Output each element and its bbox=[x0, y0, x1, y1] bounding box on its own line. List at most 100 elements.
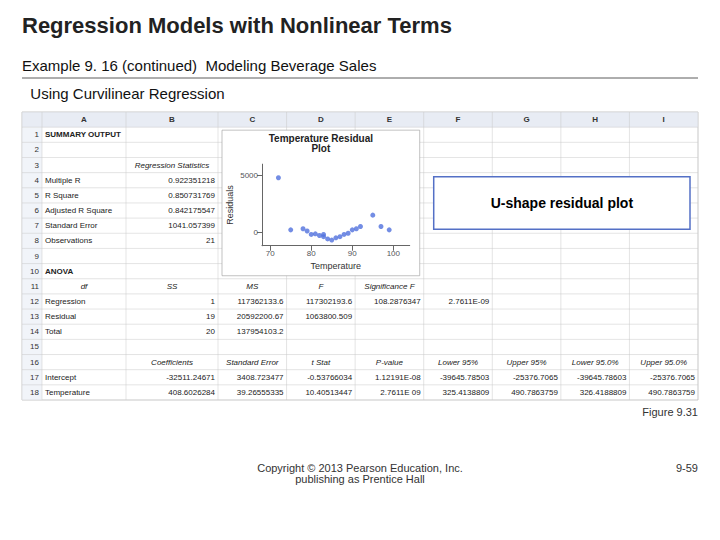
svg-text:117362133.6: 117362133.6 bbox=[237, 297, 284, 306]
svg-text:3408.723477: 3408.723477 bbox=[237, 373, 284, 382]
svg-text:6: 6 bbox=[35, 206, 40, 215]
svg-text:-32511.24671: -32511.24671 bbox=[166, 373, 215, 382]
svg-text:Multiple R: Multiple R bbox=[45, 176, 81, 185]
svg-text:21: 21 bbox=[206, 236, 215, 245]
svg-text:490.7863759: 490.7863759 bbox=[511, 388, 558, 397]
svg-text:2: 2 bbox=[35, 145, 40, 154]
svg-text:10: 10 bbox=[30, 267, 39, 276]
svg-text:-0.53766034: -0.53766034 bbox=[307, 373, 352, 382]
svg-text:326.4188809: 326.4188809 bbox=[580, 388, 627, 397]
svg-text:1: 1 bbox=[211, 297, 216, 306]
svg-text:19: 19 bbox=[206, 312, 215, 321]
svg-text:70: 70 bbox=[266, 249, 275, 258]
svg-text:20: 20 bbox=[206, 327, 215, 336]
svg-text:20592200.67: 20592200.67 bbox=[237, 312, 284, 321]
svg-text:100: 100 bbox=[387, 249, 401, 258]
svg-text:A: A bbox=[81, 115, 87, 124]
svg-text:Plot: Plot bbox=[311, 143, 331, 154]
svg-text:Standard Error: Standard Error bbox=[45, 221, 98, 230]
svg-text:108.2876347: 108.2876347 bbox=[374, 297, 421, 306]
svg-text:5000: 5000 bbox=[240, 171, 258, 180]
svg-text:E: E bbox=[387, 115, 393, 124]
svg-text:Adjusted R Square: Adjusted R Square bbox=[45, 206, 113, 215]
svg-text:11: 11 bbox=[31, 282, 40, 291]
svg-text:F: F bbox=[318, 282, 324, 291]
svg-text:SS: SS bbox=[167, 282, 178, 291]
svg-text:publishing as Prentice Hall: publishing as Prentice Hall bbox=[295, 473, 425, 485]
svg-text:Upper 95%: Upper 95% bbox=[507, 358, 547, 367]
svg-text:18: 18 bbox=[30, 388, 39, 397]
svg-text:R Square: R Square bbox=[45, 191, 79, 200]
svg-text:1.12191E-08: 1.12191E-08 bbox=[375, 373, 421, 382]
svg-text:ANOVA: ANOVA bbox=[45, 267, 74, 276]
svg-text:df: df bbox=[81, 282, 88, 291]
svg-text:-25376.7065: -25376.7065 bbox=[650, 373, 695, 382]
svg-text:Upper 95.0%: Upper 95.0% bbox=[640, 358, 687, 367]
svg-text:3: 3 bbox=[35, 161, 40, 170]
svg-text:5: 5 bbox=[35, 191, 40, 200]
svg-text:16: 16 bbox=[30, 358, 39, 367]
svg-text:H: H bbox=[592, 115, 598, 124]
svg-text:I: I bbox=[663, 115, 665, 124]
svg-text:Temperature: Temperature bbox=[45, 388, 90, 397]
svg-text:1063800.509: 1063800.509 bbox=[305, 312, 352, 321]
svg-text:490.7863759: 490.7863759 bbox=[648, 388, 695, 397]
svg-text:C: C bbox=[249, 115, 255, 124]
svg-text:7: 7 bbox=[35, 221, 40, 230]
svg-text:Using Curvilinear Regression: Using Curvilinear Regression bbox=[22, 85, 225, 102]
svg-text:0.922351218: 0.922351218 bbox=[168, 176, 215, 185]
svg-text:-39645.78503: -39645.78503 bbox=[440, 373, 490, 382]
svg-text:Lower 95%: Lower 95% bbox=[438, 358, 478, 367]
svg-text:10.40513447: 10.40513447 bbox=[305, 388, 352, 397]
svg-text:Figure 9.31: Figure 9.31 bbox=[642, 406, 698, 418]
svg-text:-25376.7065: -25376.7065 bbox=[513, 373, 558, 382]
svg-text:MS: MS bbox=[246, 282, 259, 291]
svg-text:12: 12 bbox=[30, 297, 39, 306]
svg-text:Coefficients: Coefficients bbox=[151, 358, 193, 367]
svg-text:Example 9. 16 (continued) Mod: Example 9. 16 (continued) Modeling Bever… bbox=[22, 57, 376, 74]
svg-text:1: 1 bbox=[35, 130, 40, 139]
svg-text:0.850731769: 0.850731769 bbox=[168, 191, 215, 200]
svg-text:80: 80 bbox=[307, 249, 316, 258]
svg-text:Temperature: Temperature bbox=[311, 261, 362, 271]
svg-text:U-shape residual plot: U-shape residual plot bbox=[491, 195, 634, 211]
svg-text:Residuals: Residuals bbox=[225, 185, 235, 225]
svg-text:4: 4 bbox=[35, 176, 40, 185]
svg-text:8: 8 bbox=[35, 236, 40, 245]
svg-text:408.6026284: 408.6026284 bbox=[168, 388, 215, 397]
svg-text:Significance F: Significance F bbox=[364, 282, 415, 291]
svg-text:39.26555335: 39.26555335 bbox=[237, 388, 284, 397]
svg-text:SUMMARY OUTPUT: SUMMARY OUTPUT bbox=[45, 130, 121, 139]
svg-text:14: 14 bbox=[30, 327, 39, 336]
svg-text:13: 13 bbox=[30, 312, 39, 321]
svg-text:Observations: Observations bbox=[45, 236, 92, 245]
svg-text:Regression: Regression bbox=[45, 297, 85, 306]
svg-text:D: D bbox=[318, 115, 324, 124]
svg-text:P-value: P-value bbox=[376, 358, 404, 367]
svg-text:Intercept: Intercept bbox=[45, 373, 77, 382]
svg-text:Standard Error: Standard Error bbox=[226, 358, 279, 367]
svg-text:Lower 95.0%: Lower 95.0% bbox=[572, 358, 619, 367]
svg-text:17: 17 bbox=[30, 373, 39, 382]
svg-text:G: G bbox=[523, 115, 529, 124]
svg-text:0: 0 bbox=[254, 228, 259, 237]
svg-text:9-59: 9-59 bbox=[676, 462, 698, 474]
svg-text:-39645.78603: -39645.78603 bbox=[577, 373, 627, 382]
svg-text:2.7611E 09: 2.7611E 09 bbox=[380, 388, 421, 397]
svg-text:Regression Statistics: Regression Statistics bbox=[135, 161, 210, 170]
svg-text:137954103.2: 137954103.2 bbox=[237, 327, 284, 336]
svg-text:Residual: Residual bbox=[45, 312, 76, 321]
svg-text:Regression Models with Nonline: Regression Models with Nonlinear Terms bbox=[22, 13, 452, 38]
svg-text:9: 9 bbox=[35, 252, 40, 261]
svg-text:1041.057399: 1041.057399 bbox=[168, 221, 215, 230]
svg-text:2.7611E-09: 2.7611E-09 bbox=[449, 297, 490, 306]
svg-text:325.4138809: 325.4138809 bbox=[443, 388, 490, 397]
svg-text:90: 90 bbox=[348, 249, 357, 258]
svg-text:F: F bbox=[456, 115, 461, 124]
svg-text:t Stat: t Stat bbox=[312, 358, 331, 367]
svg-text:15: 15 bbox=[30, 342, 39, 351]
svg-text:0.842175547: 0.842175547 bbox=[168, 206, 215, 215]
svg-text:117302193.6: 117302193.6 bbox=[306, 297, 353, 306]
svg-text:B: B bbox=[169, 115, 175, 124]
svg-text:Total: Total bbox=[45, 327, 62, 336]
